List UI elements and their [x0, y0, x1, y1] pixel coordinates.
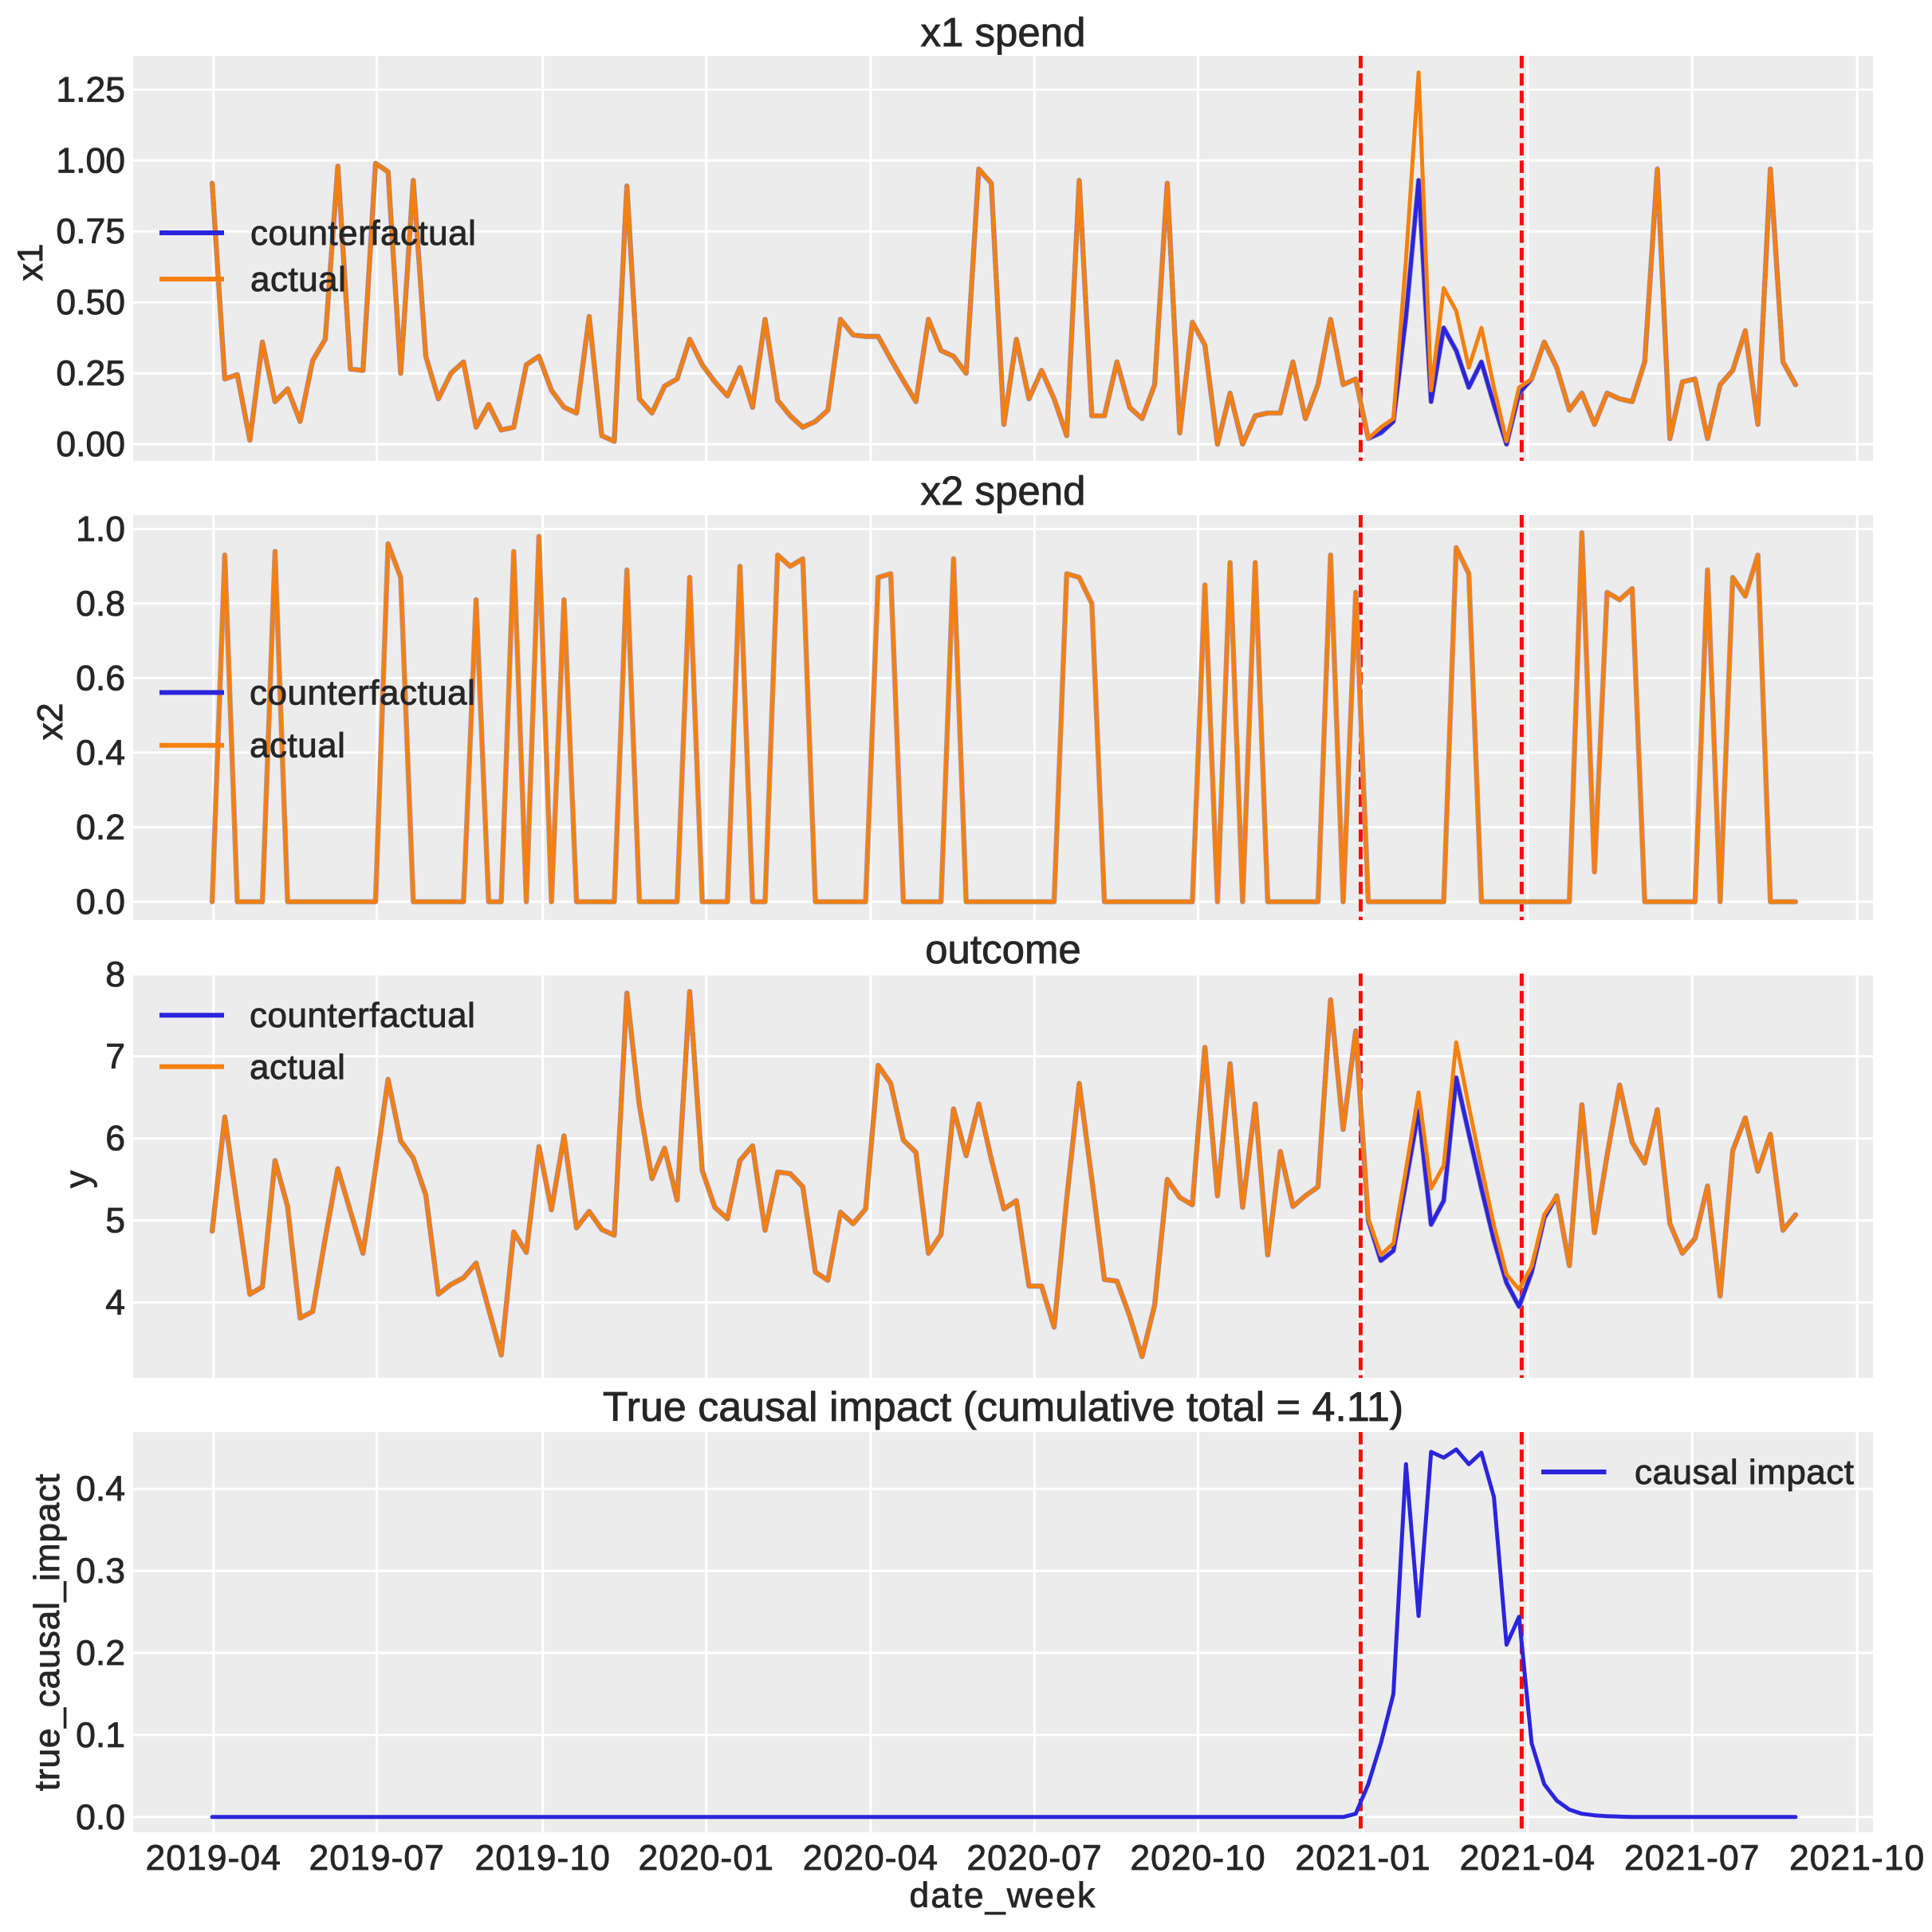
svg-text:1.25: 1.25 — [56, 70, 125, 109]
svg-text:outcome: outcome — [925, 927, 1081, 972]
svg-text:2020-07: 2020-07 — [966, 1839, 1102, 1878]
svg-text:0.4: 0.4 — [76, 1470, 125, 1509]
svg-text:4: 4 — [105, 1284, 125, 1323]
svg-text:7: 7 — [105, 1037, 125, 1076]
svg-text:date_week: date_week — [909, 1876, 1096, 1915]
svg-text:y: y — [58, 1170, 97, 1188]
svg-text:0.3: 0.3 — [76, 1552, 125, 1591]
svg-text:counterfactual: counterfactual — [250, 214, 476, 253]
svg-text:True causal impact (cumulative: True causal impact (cumulative total = 4… — [603, 1384, 1403, 1430]
svg-text:0.2: 0.2 — [76, 808, 125, 847]
svg-text:0.1: 0.1 — [76, 1716, 125, 1755]
svg-text:actual: actual — [250, 260, 346, 299]
svg-text:5: 5 — [105, 1202, 125, 1241]
svg-text:0.0: 0.0 — [76, 883, 125, 922]
svg-text:2021-10: 2021-10 — [1789, 1839, 1925, 1878]
svg-text:0.8: 0.8 — [76, 584, 125, 624]
svg-text:6: 6 — [105, 1119, 125, 1159]
svg-text:0.25: 0.25 — [56, 354, 125, 393]
svg-text:0.6: 0.6 — [76, 659, 125, 698]
svg-text:2020-04: 2020-04 — [803, 1839, 938, 1878]
svg-text:counterfactual: counterfactual — [250, 996, 475, 1035]
svg-text:0.00: 0.00 — [56, 425, 125, 464]
svg-text:actual: actual — [250, 1048, 345, 1087]
svg-text:2021-07: 2021-07 — [1624, 1839, 1760, 1878]
svg-text:2020-01: 2020-01 — [639, 1839, 774, 1878]
svg-text:2020-10: 2020-10 — [1130, 1839, 1265, 1878]
svg-text:x1: x1 — [11, 244, 50, 281]
svg-text:0.0: 0.0 — [76, 1798, 125, 1837]
svg-text:0.2: 0.2 — [76, 1634, 125, 1673]
svg-text:2019-07: 2019-07 — [309, 1839, 445, 1878]
svg-text:causal impact: causal impact — [1635, 1453, 1855, 1492]
svg-text:0.50: 0.50 — [56, 283, 125, 322]
svg-text:2019-10: 2019-10 — [475, 1839, 611, 1878]
svg-text:2021-01: 2021-01 — [1295, 1839, 1430, 1878]
svg-text:x2: x2 — [31, 703, 70, 741]
svg-text:0.4: 0.4 — [76, 734, 125, 773]
svg-text:8: 8 — [105, 955, 125, 994]
svg-text:counterfactual: counterfactual — [250, 674, 475, 713]
svg-text:2019-04: 2019-04 — [146, 1839, 281, 1878]
svg-text:x2 spend: x2 spend — [921, 468, 1086, 513]
svg-text:2021-04: 2021-04 — [1460, 1839, 1596, 1878]
svg-text:x1 spend: x1 spend — [921, 10, 1086, 55]
svg-text:1.00: 1.00 — [56, 141, 125, 180]
svg-text:true_causal_impact: true_causal_impact — [28, 1474, 67, 1791]
svg-text:actual: actual — [250, 726, 345, 765]
svg-text:1.0: 1.0 — [76, 510, 125, 549]
svg-text:0.75: 0.75 — [56, 212, 125, 251]
